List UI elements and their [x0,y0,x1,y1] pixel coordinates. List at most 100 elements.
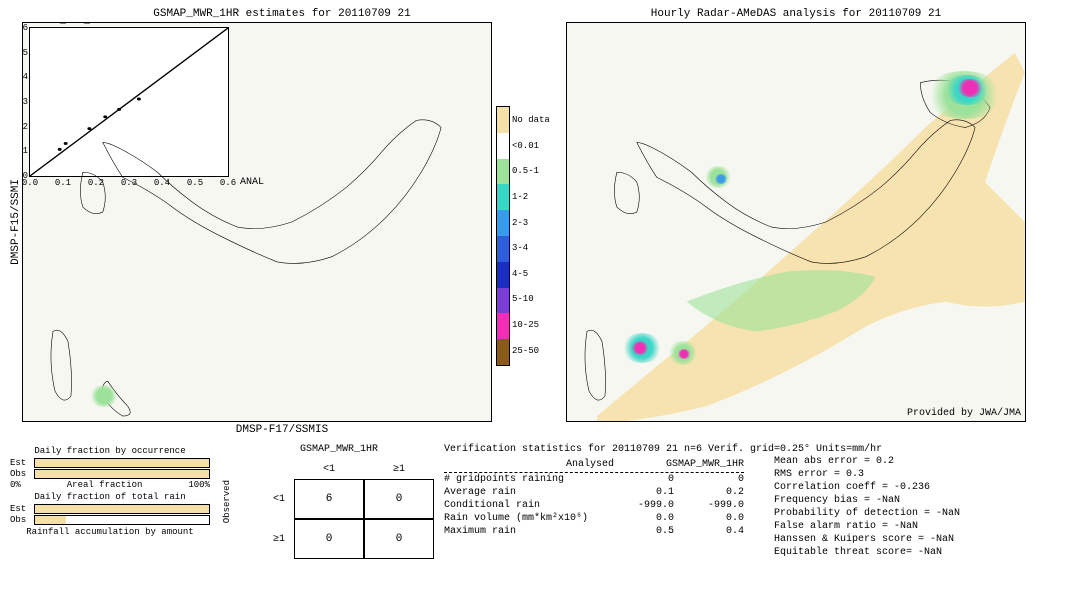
left-map-box: GSMAP_MWR_1HR 0.60.50.40.30.20.10.0 0.00… [22,22,492,422]
mc-title-1: Daily fraction by occurrence [10,446,210,456]
ct-empty [264,459,294,479]
color-legend: No data<0.010.5-11-22-33-44-55-1010-2525… [496,106,554,366]
legend-label: 25-50 [512,338,550,364]
stats-val-a: 0.1 [624,487,674,498]
ct-title: GSMAP_MWR_1HR [300,444,378,455]
page-root: GSMAP_MWR_1HR estimates for 20110709 21 … [0,0,1080,612]
legend-label: 3-4 [512,236,550,262]
stats-head-analysed: Analysed [444,459,624,470]
ct-empty [244,479,264,519]
stats-label: Maximum rain [444,526,624,537]
legend-swatch [497,159,509,185]
legend-label: 5-10 [512,287,550,313]
mc2-est-bar [35,505,209,513]
mc2-est-row: Est [10,504,210,514]
mini-charts: Daily fraction by occurrence Est Obs 0% … [10,444,210,559]
ct-val-11: 0 [364,519,434,559]
left-map-block: GSMAP_MWR_1HR estimates for 20110709 21 … [10,8,554,438]
stats-val-b: 0.4 [674,526,744,537]
legend-label: 2-3 [512,210,550,236]
stats-val-a: 0 [624,474,674,485]
stat-kv: Frequency bias = -NaN [774,494,960,507]
ct-side-label: Observed [222,480,232,523]
left-map-wrap: DMSP-F15/SSMI GSMAP_MWR_1HR 0.60.50.40.3… [10,22,554,422]
stats-val-a: 0.5 [624,526,674,537]
right-map-block: Hourly Radar-AMeDAS analysis for 2011070… [566,8,1026,438]
legend-swatch [497,313,509,339]
mc1-obs-bar [35,470,209,478]
stats-row: Conditional rain-999.0-999.0 [444,499,744,512]
stats-row: Average rain0.10.2 [444,486,744,499]
legend-swatch [497,210,509,236]
ct-empty [244,459,264,479]
mc1-est-bar-bg [34,458,210,468]
mc-obs-label: Obs [10,469,30,479]
ct-col-0: <1 [294,459,364,479]
stats-title: Verification statistics for 20110709 21 … [444,444,1070,455]
rain-blob [714,174,728,184]
stats-label: # gridpoints raining [444,474,624,485]
mc1-obs-bar-bg [34,469,210,479]
legend-swatch [497,288,509,314]
ct-val-01: 0 [364,479,434,519]
stats-label: Rain volume (mm*km²x10⁶) [444,513,624,524]
ct-empty [244,519,264,559]
mc2-obs-bar-bg [34,515,210,525]
legend-swatches [496,106,510,366]
legend-label: No data [512,108,550,134]
left-map-ylabel: DMSP-F15/SSMI [10,179,22,265]
legend-swatch [497,107,509,133]
stat-kv: Correlation coeff = -0.236 [774,481,960,494]
stat-kv: Hanssen & Kuipers score = -NaN [774,533,960,546]
stats-val-b: 0.2 [674,487,744,498]
mc-axis-right: 100% [188,480,210,490]
mc-obs-label-2: Obs [10,515,30,525]
legend-swatch [497,133,509,159]
left-map-title: GSMAP_MWR_1HR estimates for 20110709 21 [153,8,410,20]
ct-grid: <1 ≥1 <1 6 0 ≥1 0 0 [244,459,434,559]
stat-kv: Equitable threat score= -NaN [774,546,960,559]
legend-label: <0.01 [512,134,550,160]
mc-est-label: Est [10,458,30,468]
ct-val-00: 6 [294,479,364,519]
ct-side-wrap: Observed [220,444,234,559]
stats-val-a: 0.0 [624,513,674,524]
mc-est-label-2: Est [10,504,30,514]
legend-swatch [497,236,509,262]
mc-axis-label: Areal fraction [67,480,143,490]
stat-kv: RMS error = 0.3 [774,468,960,481]
legend-label: 0.5-1 [512,159,550,185]
map-credit: Provided by JWA/JMA [907,408,1021,419]
stats-block: Verification statistics for 20110709 21 … [444,444,1070,559]
stats-head-model: GSMAP_MWR_1HR [624,459,744,470]
mc-axis-left: 0% [10,480,21,490]
mc1-est-bar [35,459,209,467]
stats-row: Rain volume (mm*km²x10⁶)0.00.0 [444,512,744,525]
ct-val-10: 0 [294,519,364,559]
mc1-axis: 0% Areal fraction 100% [10,480,210,490]
bottom-row: Daily fraction by occurrence Est Obs 0% … [10,444,1070,559]
mc1-obs-row: Obs [10,469,210,479]
stats-right: Mean abs error = 0.2RMS error = 0.3Corre… [774,455,960,559]
stat-kv: Mean abs error = 0.2 [774,455,960,468]
stats-val-b: -999.0 [674,500,744,511]
stats-left: Analysed GSMAP_MWR_1HR # gridpoints rain… [444,455,744,559]
stat-kv: False alarm ratio = -NaN [774,520,960,533]
mc1-est-row: Est [10,458,210,468]
stats-label: Conditional rain [444,500,624,511]
legend-swatch [497,184,509,210]
stats-val-a: -999.0 [624,500,674,511]
stats-val-b: 0.0 [674,513,744,524]
legend-labels: No data<0.010.5-11-22-33-44-55-1010-2525… [512,106,550,366]
stats-body: Analysed GSMAP_MWR_1HR # gridpoints rain… [444,455,1070,559]
stats-row: Maximum rain0.50.4 [444,525,744,538]
stats-head: Analysed GSMAP_MWR_1HR [444,457,744,473]
mc2-obs-bar [35,516,66,524]
stats-val-b: 0 [674,474,744,485]
top-row: GSMAP_MWR_1HR estimates for 20110709 21 … [10,8,1070,438]
stat-kv: Probability of detection = -NaN [774,507,960,520]
legend-label: 10-25 [512,313,550,339]
left-map-xlabel: DMSP-F17/SSMIS [236,424,328,436]
legend-label: 4-5 [512,262,550,288]
legend-label: 1-2 [512,185,550,211]
